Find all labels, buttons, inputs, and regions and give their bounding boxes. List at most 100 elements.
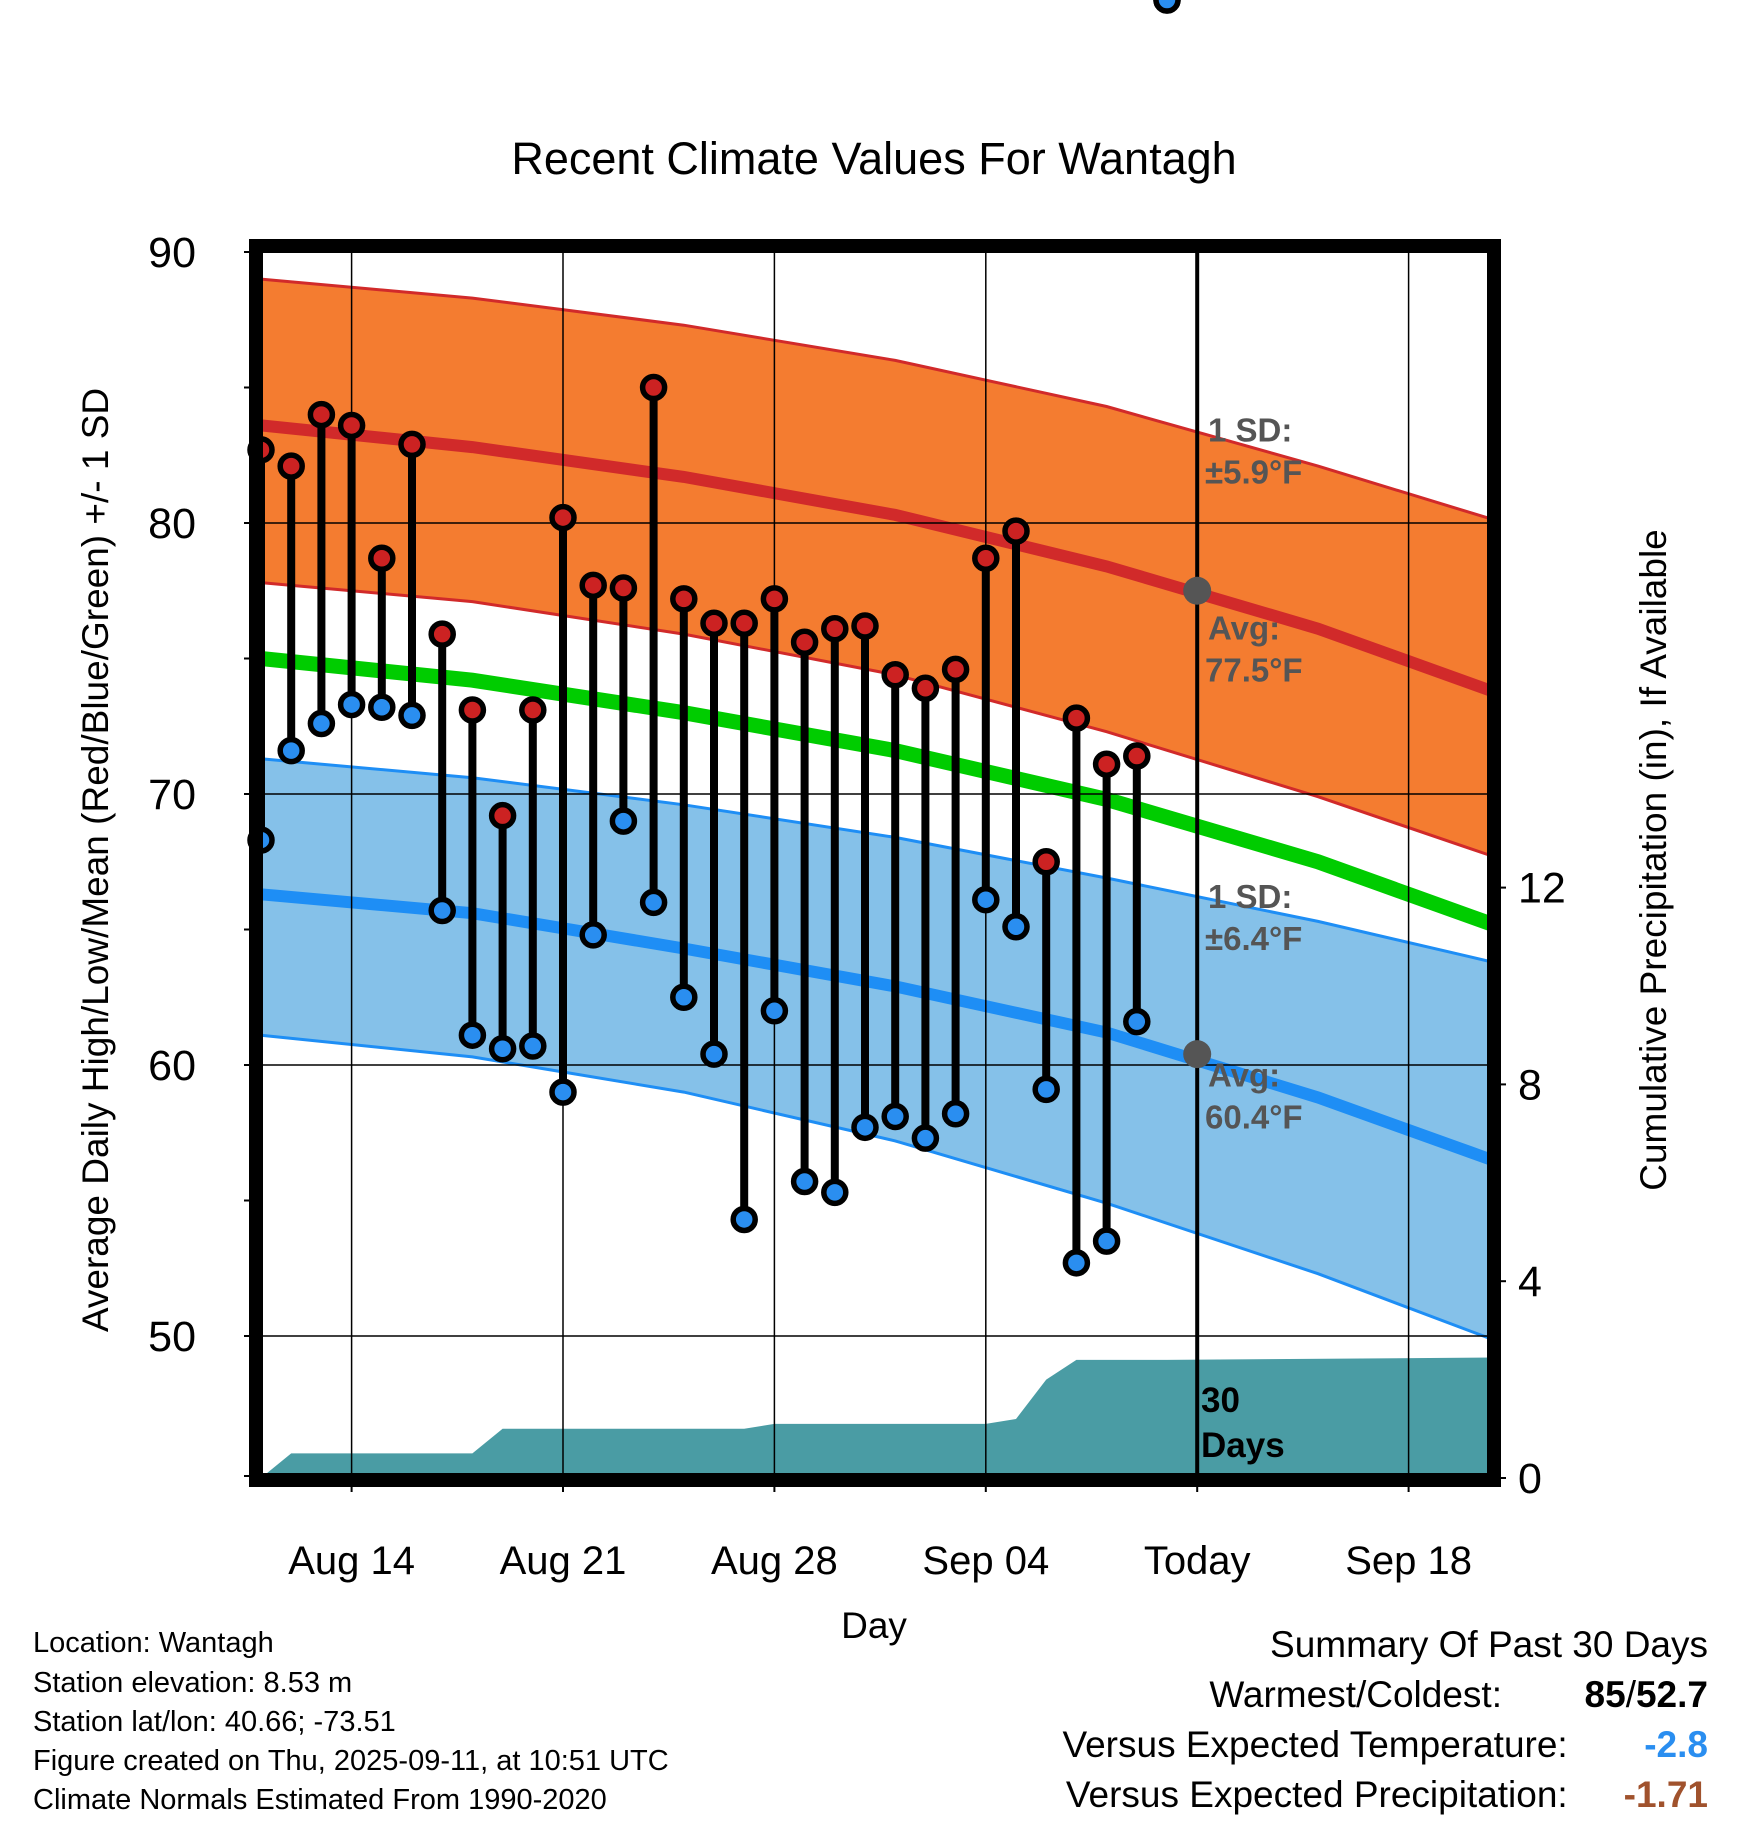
annotation-value: ±5.9°F (1205, 454, 1302, 491)
y2-tick-label: 4 (1518, 1258, 1542, 1306)
daily-low-point (1062, 1249, 1091, 1277)
x-tick-label: Aug 28 (711, 1539, 838, 1583)
daily-high-point (549, 503, 577, 532)
daily-high-point (760, 585, 789, 613)
daily-low-point (790, 1167, 819, 1196)
y2-axis-label: Cumulative Precipitation (in), If Availa… (1633, 529, 1674, 1191)
daily-low-point (639, 888, 668, 917)
daily-low-point (337, 690, 366, 719)
daily-low-point (488, 1034, 517, 1063)
summary-temp-row: Versus Expected Temperature: -2.8 (1062, 1724, 1708, 1766)
precip-label: Versus Expected Precipitation: (1065, 1774, 1568, 1815)
daily-low-point (549, 1078, 577, 1106)
daily-high-point (941, 655, 970, 684)
daily-high-point (911, 674, 940, 703)
annotation-value: 60.4°F (1205, 1099, 1303, 1136)
daily-low-point (881, 1102, 909, 1131)
daily-low-point (1123, 1007, 1151, 1036)
daily-low-point (700, 1040, 728, 1068)
daily-high-point (398, 430, 426, 459)
annotation-value: 77.5°F (1205, 652, 1303, 689)
daily-low-point (851, 1113, 879, 1142)
daily-low-point (609, 807, 638, 835)
daily-high-point (579, 571, 607, 600)
daily-low-point (1092, 1227, 1121, 1255)
daily-high-point (1062, 704, 1091, 732)
days-label: Days (1201, 1426, 1285, 1465)
summary-precip-row: Versus Expected Precipitation: -1.71 (1066, 1774, 1708, 1816)
daily-low-point (911, 1124, 940, 1152)
warmest-slash: / (1625, 1674, 1636, 1715)
daily-low-point (428, 896, 456, 925)
precip-value: -1.71 (1623, 1774, 1708, 1815)
daily-high-point (821, 614, 849, 643)
summary-title: Summary Of Past 30 Days (1270, 1624, 1708, 1665)
daily-high-point (790, 628, 819, 656)
daily-high-point (972, 544, 1000, 572)
daily-low-point (941, 1100, 970, 1128)
today-avg-low-marker (1183, 1040, 1212, 1069)
station-latlon-text: Station lat/lon: 40.66; -73.51 (33, 1706, 396, 1738)
high-average-line (256, 418, 1494, 697)
daily-low-point (821, 1178, 849, 1207)
x-tick-label: Sep 04 (922, 1539, 1049, 1583)
station-elevation-text: Station elevation: 8.53 m (33, 1667, 353, 1699)
daily-high-point (1092, 750, 1121, 778)
temp-value: -2.8 (1644, 1724, 1708, 1765)
y2-tick-label: 8 (1518, 1061, 1542, 1109)
precip-area (261, 1357, 1494, 1480)
daily-high-point (670, 585, 698, 613)
daily-low-point (277, 736, 305, 765)
y-tick-label: 70 (148, 771, 196, 819)
daily-low-point (1032, 1075, 1060, 1104)
y-axis-label: Average Daily High/Low/Mean (Red/Blue/Gr… (75, 388, 116, 1332)
daily-low-point (519, 1032, 547, 1060)
daily-low-point (368, 693, 396, 722)
daily-low-point (398, 701, 426, 730)
x-tick-label: Today (1144, 1539, 1251, 1583)
daily-high-point (1032, 848, 1060, 876)
daily-high-point (851, 612, 879, 640)
climate-normals-text: Climate Normals Estimated From 1990-2020 (33, 1784, 607, 1816)
daily-high-point (368, 544, 396, 572)
daily-high-point (519, 696, 547, 724)
daily-low-point (730, 1205, 758, 1234)
daily-high-point (730, 609, 758, 638)
daily-high-point (639, 373, 668, 402)
daily-high-point (1002, 517, 1030, 545)
daily-high-point (458, 696, 487, 724)
y-tick-label: 60 (148, 1042, 196, 1090)
figure-created-text: Figure created on Thu, 2025-09-11, at 10… (33, 1745, 669, 1777)
daily-low-point (579, 921, 607, 949)
daily-high-point (609, 574, 638, 602)
annotation-value: ±6.4°F (1205, 920, 1302, 957)
daily-high-point (700, 609, 728, 638)
daily-high-point (277, 452, 305, 480)
warmest-high-value: 85 (1584, 1674, 1626, 1715)
annotation-label: Avg: (1208, 610, 1280, 647)
y2-tick-label: 12 (1518, 865, 1566, 913)
annotations: 1 SD: ±5.9°F Avg: 77.5°F 1 SD: ±6.4°F Avg: 60.4… (1183, 412, 1303, 1465)
daily-high-point (488, 801, 517, 830)
chart-title: Recent Climate Values For Wantagh (511, 133, 1236, 184)
low-lower-sd-line (256, 1033, 1493, 1341)
location-text: Location: Wantagh (33, 1627, 274, 1659)
daily-high-point (428, 620, 456, 648)
daily-low-point (670, 983, 698, 1011)
x-tick-label: Sep 18 (1345, 1539, 1472, 1583)
daily-high-point (1123, 742, 1151, 770)
annotation-label: 1 SD: (1208, 412, 1292, 449)
low-sd-band (256, 758, 1492, 1340)
x-tick-label: Aug 21 (500, 1539, 627, 1583)
daily-high-point (337, 411, 366, 440)
annotation-label: 1 SD: (1208, 878, 1292, 915)
plot-frame (249, 239, 1501, 1487)
daily-low-point (760, 997, 789, 1025)
daily-low-point (307, 709, 336, 738)
y2-tick-label: 0 (1518, 1455, 1542, 1503)
daily-high-point (881, 661, 909, 689)
high-upper-sd-line (256, 277, 1493, 521)
high-sd-band (256, 278, 1492, 856)
annotation-label: Avg: (1208, 1057, 1280, 1094)
daily-high-point (307, 400, 336, 429)
